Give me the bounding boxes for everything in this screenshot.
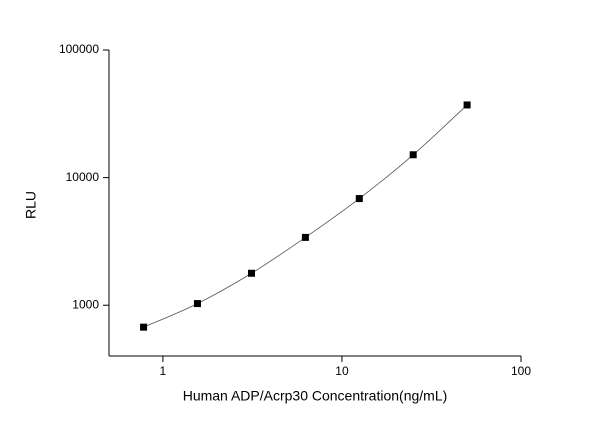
y-tick-label: 1000 (72, 297, 99, 311)
x-tick-label: 100 (511, 364, 531, 378)
y-tick-label: 100000 (59, 42, 99, 56)
point (301, 233, 309, 241)
y-axis-label: RLU (23, 191, 39, 219)
x-tick-label: 10 (335, 364, 349, 378)
point (140, 323, 148, 331)
x-tick-label: 1 (160, 364, 167, 378)
x-axis-label: Human ADP/Acrp30 Concentration(ng/mL) (183, 388, 448, 404)
point (355, 195, 363, 203)
point (193, 300, 201, 308)
fit-line (143, 104, 468, 328)
point (248, 269, 256, 277)
point (463, 101, 471, 109)
y-tick-label: 10000 (66, 170, 100, 184)
point (409, 151, 417, 159)
